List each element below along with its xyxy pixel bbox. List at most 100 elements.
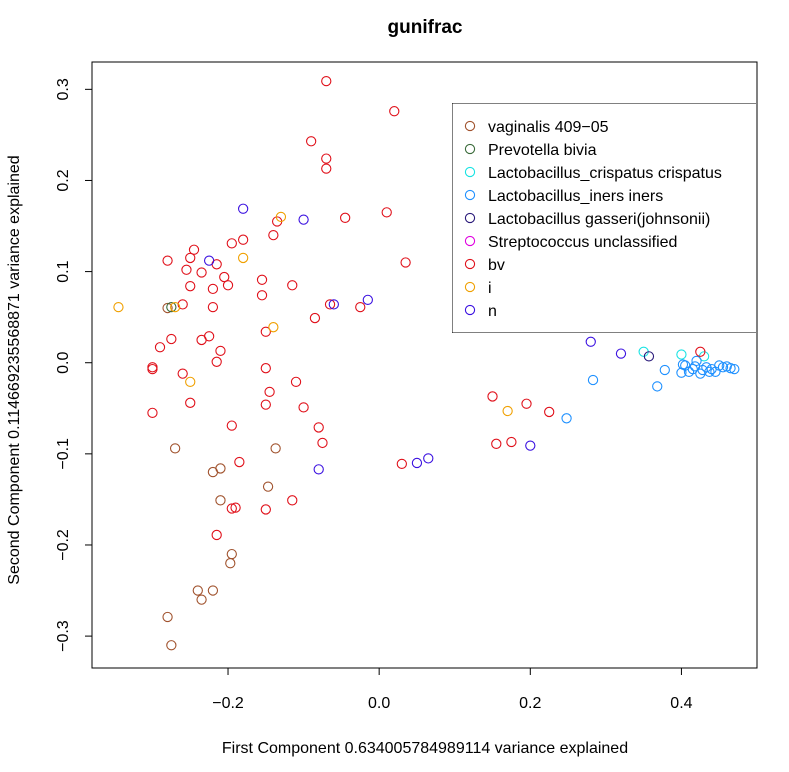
- data-point: [309, 312, 321, 324]
- data-point: [260, 504, 271, 515]
- data-point: [185, 252, 196, 264]
- legend-box: [452, 103, 756, 333]
- data-point: [525, 440, 536, 451]
- data-point: [262, 481, 274, 492]
- data-point: [185, 397, 196, 408]
- data-point: [487, 391, 498, 402]
- data-point: [203, 255, 215, 266]
- data-point: [147, 407, 158, 418]
- data-point: [287, 280, 298, 291]
- data-point: [237, 234, 249, 245]
- data-point: [411, 457, 423, 469]
- data-point: [313, 464, 324, 475]
- x-axis: −0.2 0.0 0.2 0.4: [212, 667, 693, 712]
- data-point: [677, 359, 689, 370]
- data-point: [615, 348, 627, 359]
- y-tick-label: 0.2: [55, 169, 72, 191]
- y-tick-label: 0.3: [55, 78, 72, 100]
- y-tick-label: −0.1: [55, 438, 72, 470]
- y-tick-label: −0.3: [55, 620, 72, 652]
- x-tick-label: 0.2: [519, 695, 541, 712]
- data-point: [652, 381, 663, 392]
- data-point: [287, 495, 298, 506]
- data-point: [234, 456, 245, 468]
- data-point: [185, 281, 196, 292]
- legend-label: Streptococcus unclassified: [488, 234, 677, 251]
- data-point: [717, 362, 729, 373]
- data-point: [313, 422, 324, 433]
- data-point: [177, 368, 188, 379]
- data-point: [270, 443, 281, 454]
- data-point: [328, 299, 339, 310]
- data-point: [324, 299, 336, 310]
- data-point: [256, 274, 268, 285]
- data-point: [260, 399, 271, 410]
- data-point: [185, 376, 196, 388]
- data-point: [226, 548, 237, 560]
- data-point: [188, 244, 200, 255]
- data-point: [659, 364, 670, 376]
- data-point: [169, 301, 181, 313]
- legend-label: bv: [488, 257, 505, 274]
- legend-marker: [464, 235, 476, 247]
- data-point: [230, 502, 241, 513]
- data-point: [162, 302, 173, 314]
- x-axis-title: First Component 0.634005784989114 varian…: [222, 740, 628, 757]
- data-point: [561, 413, 572, 424]
- y-tick-label: 0.1: [55, 260, 72, 282]
- data-point: [268, 322, 279, 333]
- data-point: [264, 386, 275, 398]
- data-point: [147, 363, 158, 375]
- data-point: [423, 453, 434, 464]
- x-tick-label: 0.4: [670, 695, 692, 712]
- data-point: [215, 495, 226, 506]
- chart-title: gunifrac: [388, 17, 463, 38]
- data-point: [298, 402, 309, 413]
- data-point: [268, 229, 279, 241]
- legend-label: Lactobacillus_crispatus crispatus: [488, 165, 722, 182]
- data-point: [166, 301, 177, 313]
- data-point: [491, 438, 502, 449]
- data-point: [389, 106, 400, 117]
- data-point: [196, 594, 207, 605]
- data-point: [676, 349, 687, 360]
- legend-label: Lactobacillus gasseri(johnsonii): [488, 211, 710, 228]
- data-point: [169, 443, 181, 454]
- data-point: [321, 163, 332, 174]
- data-point: [290, 376, 302, 388]
- data-point: [215, 463, 226, 474]
- data-point: [502, 405, 513, 417]
- data-point: [298, 214, 309, 225]
- data-point: [219, 271, 230, 283]
- x-tick-label: 0.0: [368, 695, 390, 712]
- data-point: [587, 374, 599, 386]
- data-point: [695, 346, 706, 357]
- legend-marker: [464, 258, 476, 270]
- data-point: [207, 585, 219, 596]
- legend-label: Prevotella bivia: [488, 142, 597, 159]
- legend-marker: [464, 120, 476, 132]
- data-point: [226, 420, 237, 431]
- legend-marker: [464, 143, 476, 155]
- x-tick-label: −0.2: [212, 695, 244, 712]
- data-point: [226, 238, 237, 249]
- data-point: [162, 255, 173, 266]
- data-point: [207, 283, 219, 295]
- legend: vaginalis 409−05 Prevotella bivia Lactobac…: [452, 103, 756, 333]
- data-point: [162, 611, 173, 623]
- y-tick-label: 0.0: [55, 352, 72, 374]
- data-point: [225, 558, 236, 569]
- data-point: [400, 257, 411, 268]
- data-point: [396, 458, 407, 470]
- data-point: [544, 406, 555, 418]
- data-point: [166, 333, 177, 345]
- data-point: [362, 294, 373, 305]
- data-point: [192, 585, 203, 596]
- legend-marker: [464, 281, 476, 293]
- y-axis-title: Second Component 0.114669235568871 varia…: [6, 155, 23, 584]
- data-point: [321, 75, 332, 87]
- data-point: [177, 299, 188, 310]
- data-point: [704, 366, 715, 377]
- legend-marker: [464, 212, 476, 224]
